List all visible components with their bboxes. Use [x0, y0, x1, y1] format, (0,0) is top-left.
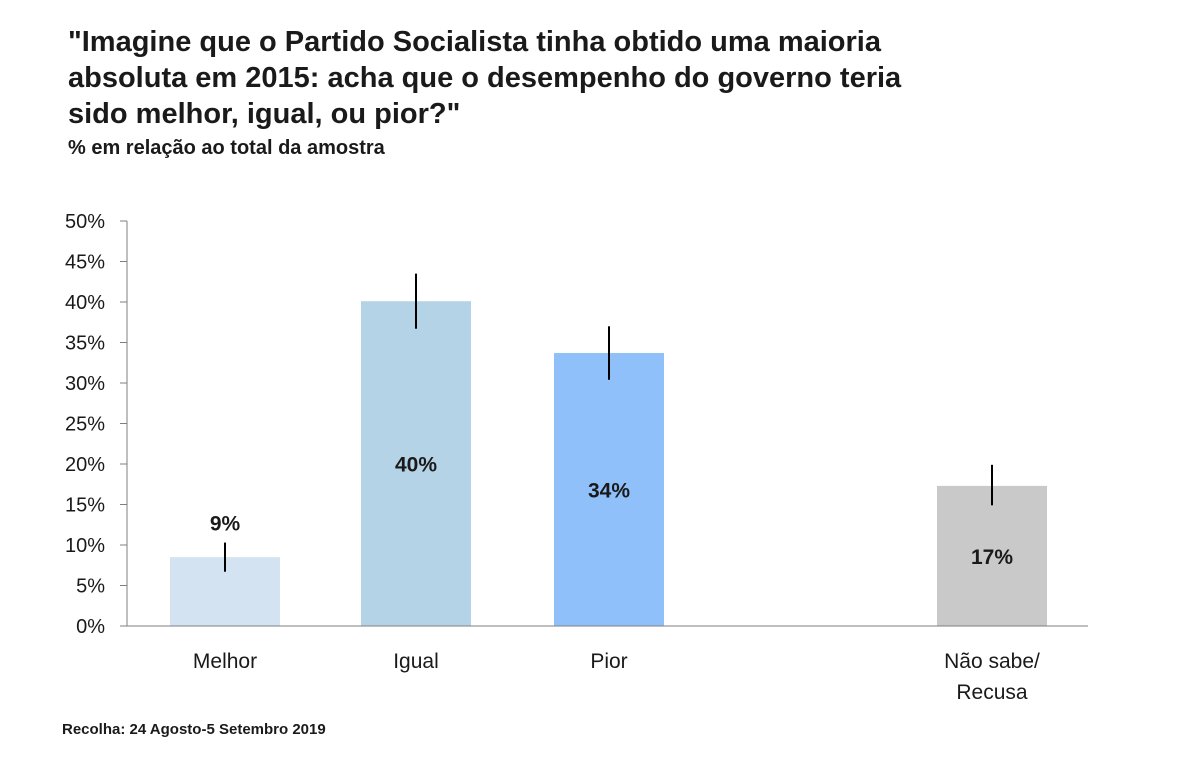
y-tick-label: 5% — [76, 576, 105, 598]
source-note: Recolha: 24 Agosto-5 Setembro 2019 — [62, 721, 326, 738]
y-tick-label: 20% — [65, 454, 105, 476]
chart-subtitle: % em relação ao total da amostra — [68, 137, 385, 159]
bar-3 — [554, 353, 664, 626]
chart-title-line: absoluta em 2015: acha que o desempenho … — [68, 62, 902, 94]
bar-4 — [937, 485, 1047, 626]
y-tick-label: 10% — [65, 535, 105, 557]
y-tick-label: 40% — [65, 292, 105, 314]
chart-title-line: sido melhor, igual, ou pior?" — [68, 98, 461, 130]
y-tick-label: 25% — [65, 414, 105, 436]
category-label: Não sabe/ — [944, 650, 1040, 673]
y-tick-label: 45% — [65, 252, 105, 274]
bar-2 — [361, 301, 471, 626]
data-label-2: 40% — [395, 454, 437, 477]
y-tick-label: 15% — [65, 495, 105, 517]
chart-title: "Imagine que o Partido Socialista tinha … — [68, 24, 1068, 132]
category-label: Igual — [393, 650, 439, 673]
chart-title-line: "Imagine que o Partido Socialista tinha … — [68, 26, 881, 58]
y-tick-label: 35% — [65, 333, 105, 355]
y-tick-label: 0% — [76, 616, 105, 638]
data-label-3: 34% — [588, 480, 630, 503]
category-label: Pior — [590, 650, 627, 673]
category-label: Recusa — [956, 681, 1028, 704]
y-tick-label: 50% — [65, 211, 105, 233]
data-label-1: 9% — [210, 513, 241, 536]
data-label-4: 17% — [971, 546, 1013, 569]
y-tick-label: 30% — [65, 373, 105, 395]
category-label: Melhor — [193, 650, 257, 673]
